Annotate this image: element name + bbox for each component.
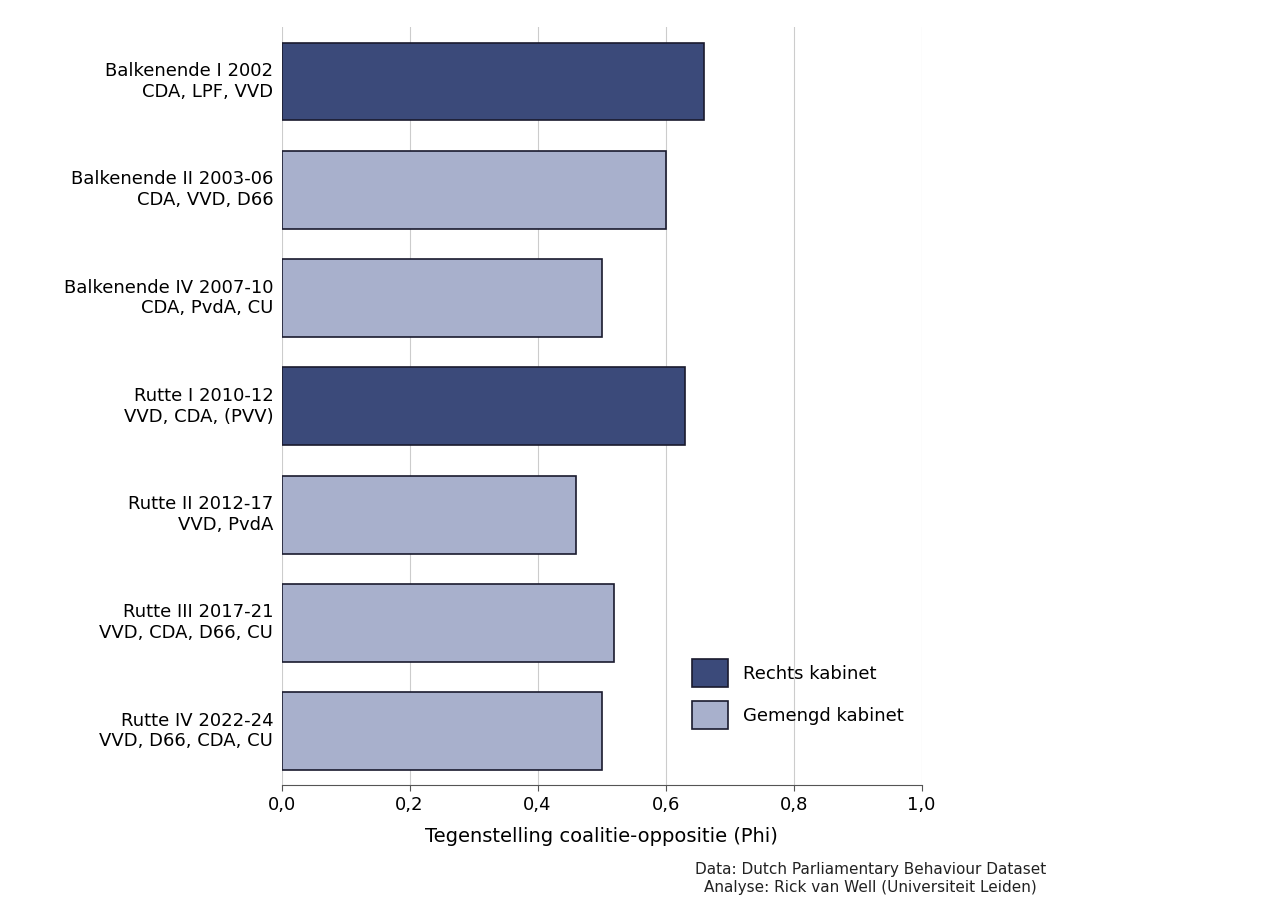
Bar bbox=[282, 583, 614, 662]
Bar bbox=[282, 476, 576, 553]
Bar bbox=[282, 367, 685, 446]
Legend: Rechts kabinet, Gemengd kabinet: Rechts kabinet, Gemengd kabinet bbox=[684, 650, 913, 739]
Bar bbox=[282, 692, 602, 770]
X-axis label: Tegenstelling coalitie-oppositie (Phi): Tegenstelling coalitie-oppositie (Phi) bbox=[425, 827, 778, 846]
Bar bbox=[282, 259, 602, 337]
Bar bbox=[282, 43, 704, 121]
Text: Data: Dutch Parliamentary Behaviour Dataset
Analyse: Rick van Well (Universiteit: Data: Dutch Parliamentary Behaviour Data… bbox=[695, 863, 1046, 895]
Bar bbox=[282, 151, 666, 229]
